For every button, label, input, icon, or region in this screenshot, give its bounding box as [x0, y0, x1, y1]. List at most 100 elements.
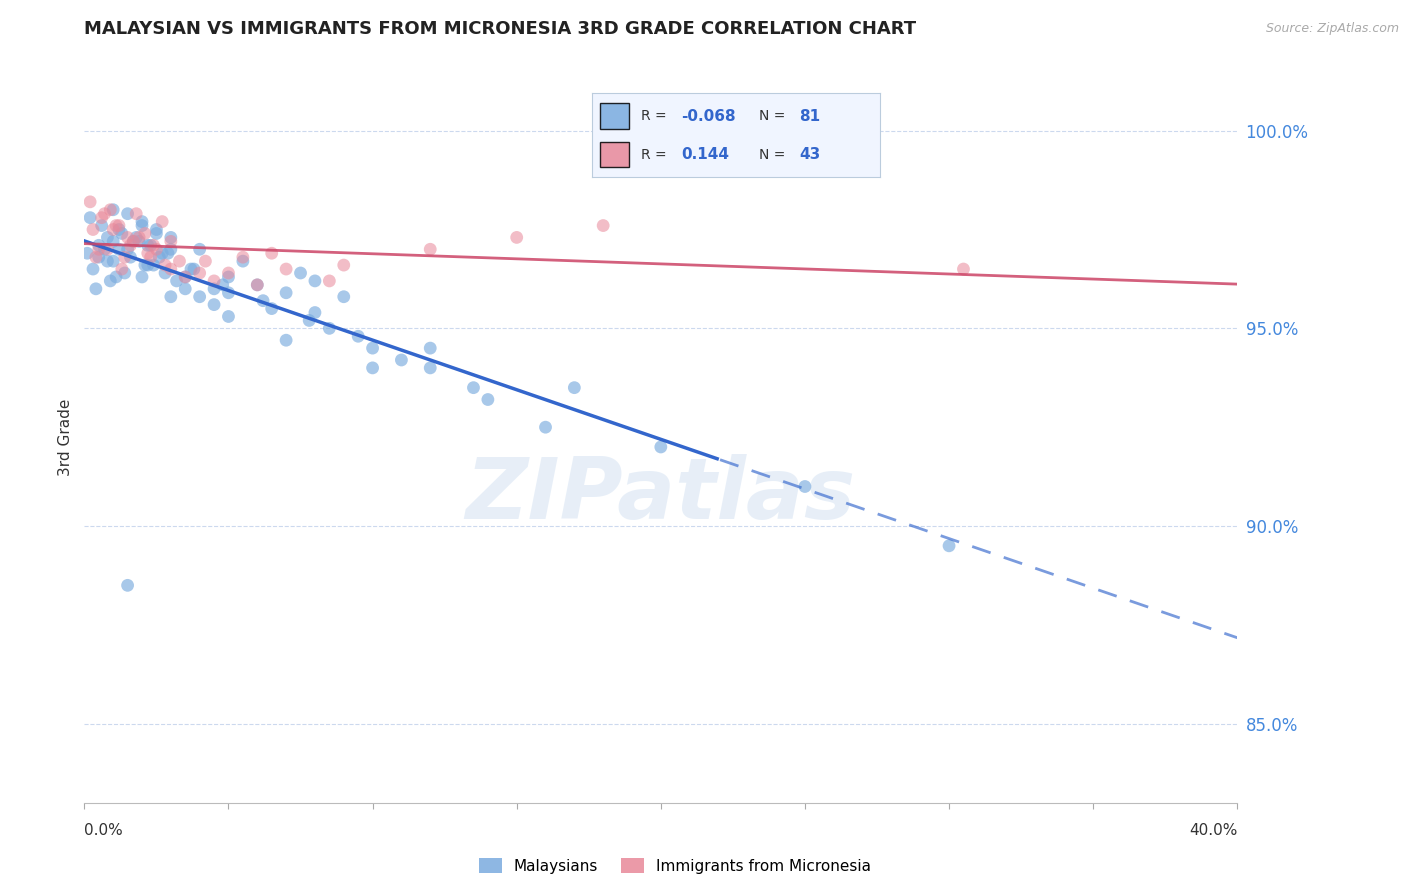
Text: 81: 81 — [799, 109, 820, 123]
Point — [108, 242, 131, 256]
Point — [145, 222, 167, 236]
Point — [103, 222, 124, 236]
Point — [194, 254, 217, 268]
Point — [136, 238, 159, 252]
Point — [218, 310, 240, 324]
Point — [148, 250, 170, 264]
Point — [131, 219, 153, 233]
Point — [142, 258, 165, 272]
Point — [174, 269, 197, 284]
Point — [938, 539, 960, 553]
Text: 40.0%: 40.0% — [1189, 822, 1237, 838]
Point — [298, 313, 321, 327]
Point — [87, 250, 110, 264]
Point — [188, 290, 211, 304]
Point — [160, 290, 183, 304]
Point — [290, 266, 312, 280]
Point — [128, 235, 150, 249]
Point — [304, 305, 326, 319]
Point — [347, 329, 370, 343]
Point — [96, 230, 118, 244]
Point — [318, 274, 340, 288]
Point — [202, 298, 225, 312]
Y-axis label: 3rd Grade: 3rd Grade — [58, 399, 73, 475]
Point — [333, 290, 356, 304]
Point — [136, 258, 159, 272]
Text: N =: N = — [759, 109, 785, 123]
Point — [180, 262, 202, 277]
Point — [160, 230, 183, 244]
Point — [84, 250, 107, 264]
Point — [79, 211, 101, 225]
Text: 0.144: 0.144 — [681, 147, 728, 162]
Text: 43: 43 — [799, 147, 821, 162]
Point — [246, 277, 269, 292]
Point — [218, 269, 240, 284]
Point — [361, 341, 384, 355]
Point — [361, 360, 384, 375]
Point — [156, 246, 179, 260]
Point — [218, 285, 240, 300]
Point — [120, 250, 142, 264]
Point — [153, 258, 176, 272]
Point — [125, 207, 148, 221]
Point — [246, 277, 269, 292]
Point — [134, 258, 156, 272]
Point — [120, 238, 142, 252]
Point — [218, 266, 240, 280]
Point — [650, 440, 672, 454]
Point — [211, 277, 233, 292]
Point — [117, 242, 139, 256]
Point — [122, 235, 145, 249]
Text: ZIPatlas: ZIPatlas — [465, 454, 856, 537]
Point — [114, 250, 136, 264]
Point — [952, 262, 974, 277]
Point — [93, 207, 115, 221]
Point — [202, 274, 225, 288]
Point — [82, 222, 104, 236]
Point — [87, 238, 110, 252]
Point — [276, 262, 298, 277]
Point — [87, 242, 110, 256]
Point — [232, 250, 254, 264]
FancyBboxPatch shape — [600, 142, 628, 168]
Point — [111, 227, 134, 241]
Point — [139, 250, 162, 264]
Point — [90, 219, 112, 233]
Point — [103, 235, 124, 249]
Point — [419, 341, 441, 355]
Point — [318, 321, 340, 335]
Text: R =: R = — [641, 148, 666, 161]
Point — [103, 254, 124, 268]
Point — [96, 254, 118, 268]
Point — [391, 353, 413, 368]
FancyBboxPatch shape — [600, 103, 628, 128]
Point — [108, 219, 131, 233]
Point — [82, 262, 104, 277]
Point — [252, 293, 274, 308]
Point — [592, 219, 614, 233]
Point — [105, 219, 128, 233]
Point — [122, 235, 145, 249]
Point — [125, 230, 148, 244]
Point — [150, 246, 173, 260]
Point — [419, 242, 441, 256]
Point — [463, 381, 485, 395]
Point — [188, 242, 211, 256]
Text: R =: R = — [641, 109, 666, 123]
Point — [506, 230, 529, 244]
Point — [477, 392, 499, 407]
Point — [98, 274, 121, 288]
Point — [98, 202, 121, 217]
Text: -0.068: -0.068 — [681, 109, 735, 123]
Point — [84, 282, 107, 296]
Text: MALAYSIAN VS IMMIGRANTS FROM MICRONESIA 3RD GRADE CORRELATION CHART: MALAYSIAN VS IMMIGRANTS FROM MICRONESIA … — [84, 21, 917, 38]
Point — [160, 235, 183, 249]
Point — [260, 301, 283, 316]
Point — [117, 230, 139, 244]
Point — [103, 202, 124, 217]
Point — [153, 266, 176, 280]
Point — [108, 222, 131, 236]
Point — [117, 578, 139, 592]
Point — [114, 266, 136, 280]
